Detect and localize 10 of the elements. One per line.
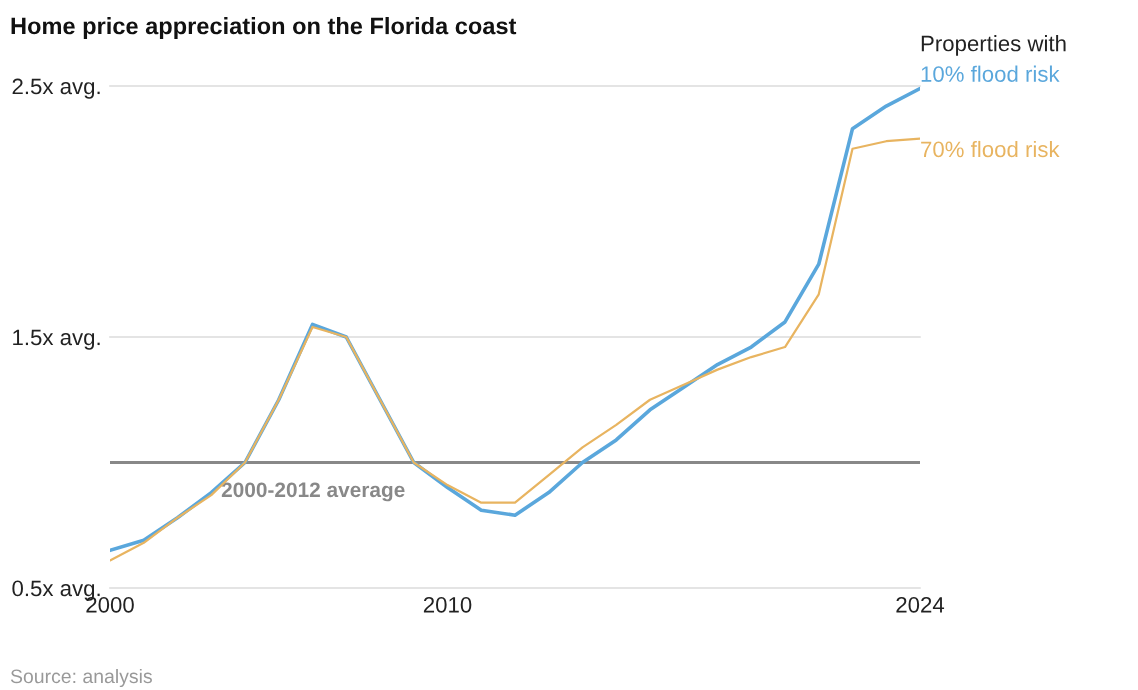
x-tick-label: 2024 xyxy=(896,596,945,613)
ref-line-label: 2000-2012 average xyxy=(221,482,405,502)
series-label: 70% flood risk xyxy=(921,140,1060,158)
x-tick-label: 2010 xyxy=(423,596,472,613)
source-note: Source: analysis xyxy=(10,668,152,688)
y-tick-label: 2.5x avg. xyxy=(12,78,100,99)
series-label: 10% flood risk xyxy=(921,65,1060,82)
legend-title: Properties with xyxy=(921,35,1066,56)
y-tick-label: 1.5x avg. xyxy=(13,329,100,350)
chart-title: Home price appreciation on the Florida coast xyxy=(11,17,517,39)
